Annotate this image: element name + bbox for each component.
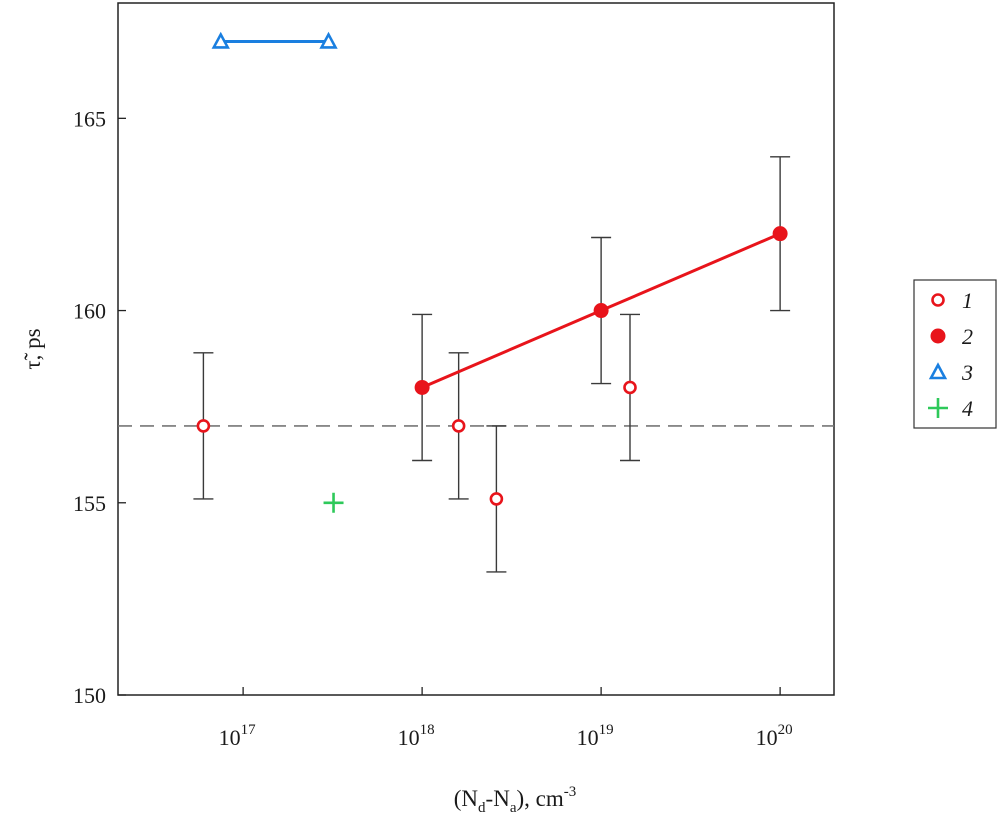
- y-axis-title: τ̃, ps: [20, 328, 45, 369]
- y-tick-label: 150: [73, 683, 106, 708]
- legend: 1 2 3 4: [913, 279, 997, 429]
- x-tick-base: 10: [756, 725, 778, 750]
- legend-entry-1: 1: [931, 288, 973, 313]
- x-axis: 1017 1018 1019 1020: [219, 687, 793, 750]
- legend-entry-4: 4: [928, 396, 973, 421]
- legend-marker: [928, 398, 948, 418]
- x-tick-base: 10: [219, 725, 241, 750]
- legend-label: 1: [962, 288, 973, 313]
- data-point: [319, 31, 338, 49]
- x-tick-label: 1020: [756, 722, 793, 750]
- x-axis-title-mid: -N: [486, 786, 511, 811]
- x-tick-exponent: 18: [420, 722, 435, 738]
- data-point: [211, 31, 230, 49]
- legend-entries: 1 2 3 4: [928, 288, 973, 421]
- plot-frame: [117, 2, 835, 696]
- series-group: [193, 31, 791, 573]
- x-tick-exponent: 19: [599, 722, 614, 738]
- y-tick-label: 160: [73, 299, 106, 324]
- series-1: [193, 313, 641, 573]
- x-tick-base: 10: [577, 725, 599, 750]
- x-axis-title-sup: -3: [564, 784, 577, 800]
- y-tick-label: 155: [73, 491, 106, 516]
- data-point: [451, 419, 466, 433]
- data-point: [323, 492, 344, 513]
- x-tick-base: 10: [398, 725, 420, 750]
- x-tick-exponent: 20: [778, 722, 793, 738]
- legend-entry-2: 2: [930, 324, 973, 349]
- legend-marker: [930, 328, 946, 344]
- x-tick-label: 1019: [577, 722, 614, 750]
- x-axis-title-main: (N: [454, 786, 479, 811]
- y-tick-label: 165: [73, 106, 106, 131]
- data-point: [623, 380, 637, 395]
- data-point: [593, 303, 609, 319]
- x-axis-title-tail: ), cm: [516, 786, 563, 811]
- x-axis-title-sub-a: a: [510, 800, 517, 816]
- data-point: [414, 379, 430, 395]
- x-axis-title: (Nd-Na), cm-3: [454, 784, 577, 816]
- y-axis: 150 155 160 165: [73, 106, 126, 708]
- data-point: [196, 419, 211, 433]
- x-tick-exponent: 17: [241, 722, 257, 738]
- legend-label: 4: [962, 396, 973, 421]
- series-4: [323, 492, 344, 513]
- legend-label: 2: [962, 324, 973, 349]
- x-tick-label: 1017: [219, 722, 257, 750]
- legend-label: 3: [961, 360, 973, 385]
- series-3: [211, 31, 338, 49]
- series-2: [412, 156, 791, 462]
- data-point: [772, 226, 788, 242]
- legend-box: [913, 279, 997, 429]
- x-tick-label: 1018: [398, 722, 435, 750]
- legend-entry-3: 3: [928, 360, 973, 385]
- data-point: [489, 492, 504, 506]
- legend-marker: [928, 362, 948, 380]
- x-axis-title-sub-d: d: [478, 800, 486, 816]
- legend-marker: [931, 293, 945, 307]
